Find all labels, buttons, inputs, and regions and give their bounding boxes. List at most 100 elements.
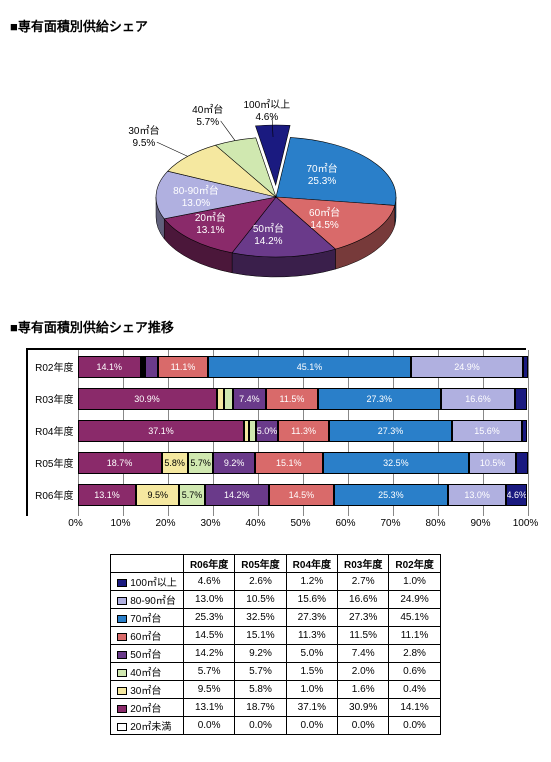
gridline	[528, 350, 529, 516]
cell: 13.1%	[183, 699, 234, 717]
cell: 2.8%	[389, 645, 440, 663]
cell: 27.3%	[286, 609, 337, 627]
swatch-icon	[117, 723, 127, 731]
row-label: R06年度	[26, 487, 74, 502]
cell: 4.6%	[183, 573, 234, 591]
pie-chart: 70㎡台25.3%60㎡台14.5%50㎡台14.2%20㎡台13.1%80-9…	[96, 47, 456, 287]
cell: 0.0%	[389, 717, 440, 735]
seg-80-90m台: 15.6%	[452, 420, 522, 442]
table-row: 70㎡台25.3%32.5%27.3%27.3%45.1%	[111, 609, 440, 627]
cell: 7.4%	[338, 645, 389, 663]
seg-80-90m台: 16.6%	[441, 388, 516, 410]
seg-80-90m台: 24.9%	[411, 356, 523, 378]
pie-chart-container: 70㎡台25.3%60㎡台14.5%50㎡台14.2%20㎡台13.1%80-9…	[10, 47, 541, 287]
cell: 0.4%	[389, 681, 440, 699]
pie-label-80-90m台: 80-90㎡台13.0%	[173, 186, 219, 210]
cell: 32.5%	[235, 609, 286, 627]
row-label: R02年度	[26, 359, 74, 374]
seg-20m台: 13.1%	[78, 484, 137, 506]
table-row: 50㎡台14.2%9.2%5.0%7.4%2.8%	[111, 645, 440, 663]
bar-row-R04年度: R04年度37.1%5.0%11.3%27.3%15.6%	[78, 420, 528, 442]
row-label: R05年度	[26, 455, 74, 470]
seg-100m以上	[523, 356, 528, 378]
bar-row-R03年度: R03年度30.9%7.4%11.5%27.3%16.6%	[78, 388, 528, 410]
seg-60m台: 14.5%	[269, 484, 334, 506]
seg-60m台: 11.5%	[266, 388, 318, 410]
cell: 14.5%	[183, 627, 234, 645]
bar-row-R02年度: R02年度14.1%11.1%45.1%24.9%	[78, 356, 528, 378]
cell: 5.7%	[235, 663, 286, 681]
seg-70m台: 27.3%	[318, 388, 441, 410]
seg-50m台: 7.4%	[233, 388, 266, 410]
bar-row-R05年度: R05年度18.7%5.8%5.7%9.2%15.1%32.5%10.5%	[78, 452, 528, 474]
section2-title: ■専有面積別供給シェア推移	[10, 317, 541, 336]
seg-20m台: 37.1%	[78, 420, 245, 442]
stacked-chart-container: R02年度14.1%11.1%45.1%24.9% R03年度30.9%7.4%1…	[10, 348, 541, 534]
xtick: 70%	[380, 518, 400, 529]
cell: 37.1%	[286, 699, 337, 717]
row-label: R04年度	[26, 423, 74, 438]
row-label: 30㎡台	[111, 681, 184, 699]
pie-label-100m以上: 100㎡以上4.6%	[244, 100, 291, 124]
seg-50m台: 14.2%	[205, 484, 269, 506]
seg-20m台: 18.7%	[78, 452, 162, 474]
seg-60m台: 11.1%	[158, 356, 208, 378]
cell: 11.5%	[338, 627, 389, 645]
seg-100m以上	[516, 452, 528, 474]
cell: 2.7%	[338, 573, 389, 591]
seg-80-90m台: 13.0%	[448, 484, 507, 506]
pie-label-50m台: 50㎡台14.2%	[253, 224, 284, 248]
cell: 5.0%	[286, 645, 337, 663]
cell: 0.0%	[235, 717, 286, 735]
cell: 1.0%	[389, 573, 440, 591]
swatch-icon	[117, 597, 127, 605]
seg-30m台: 5.8%	[162, 452, 188, 474]
cell: 11.1%	[389, 627, 440, 645]
row-label: 50㎡台	[111, 645, 184, 663]
swatch-icon	[117, 633, 127, 641]
cell: 5.7%	[183, 663, 234, 681]
seg-70m台: 25.3%	[334, 484, 448, 506]
xtick: 0%	[68, 518, 82, 529]
cell: 0.0%	[286, 717, 337, 735]
seg-40m台: 5.7%	[188, 452, 214, 474]
swatch-icon	[117, 579, 127, 587]
seg-40m台: 5.7%	[179, 484, 205, 506]
seg-70m台: 45.1%	[208, 356, 411, 378]
row-label: 60㎡台	[111, 627, 184, 645]
cell: 1.6%	[338, 681, 389, 699]
row-label: 20㎡未満	[111, 717, 184, 735]
xtick: 50%	[290, 518, 310, 529]
seg-70m台: 32.5%	[323, 452, 469, 474]
cell: 15.6%	[286, 591, 337, 609]
cell: 13.0%	[183, 591, 234, 609]
pie-label-30m台: 30㎡台9.5%	[128, 126, 159, 150]
cell: 18.7%	[235, 699, 286, 717]
col-header: R05年度	[235, 555, 286, 573]
cell: 11.3%	[286, 627, 337, 645]
swatch-icon	[117, 687, 127, 695]
xtick: 30%	[200, 518, 220, 529]
cell: 2.6%	[235, 573, 286, 591]
xtick: 90%	[470, 518, 490, 529]
pie-label-60m台: 60㎡台14.5%	[309, 208, 340, 232]
seg-80-90m台: 10.5%	[469, 452, 516, 474]
cell: 0.0%	[183, 717, 234, 735]
xtick: 40%	[245, 518, 265, 529]
section1-title: ■専有面積別供給シェア	[10, 16, 541, 35]
xtick: 60%	[335, 518, 355, 529]
cell: 24.9%	[389, 591, 440, 609]
col-header: R06年度	[183, 555, 234, 573]
bar-row-R06年度: R06年度13.1%9.5%5.7%14.2%14.5%25.3%13.0%4.…	[78, 484, 528, 506]
cell: 14.1%	[389, 699, 440, 717]
cell: 15.1%	[235, 627, 286, 645]
seg-50m台	[145, 356, 158, 378]
pie-label-70m台: 70㎡台25.3%	[306, 164, 337, 188]
swatch-icon	[117, 615, 127, 623]
table-row: 30㎡台9.5%5.8%1.0%1.6%0.4%	[111, 681, 440, 699]
row-label: 100㎡以上	[111, 573, 184, 591]
seg-30m台: 9.5%	[136, 484, 179, 506]
seg-100m以上	[515, 388, 527, 410]
seg-100m以上	[522, 420, 527, 442]
xtick: 80%	[425, 518, 445, 529]
